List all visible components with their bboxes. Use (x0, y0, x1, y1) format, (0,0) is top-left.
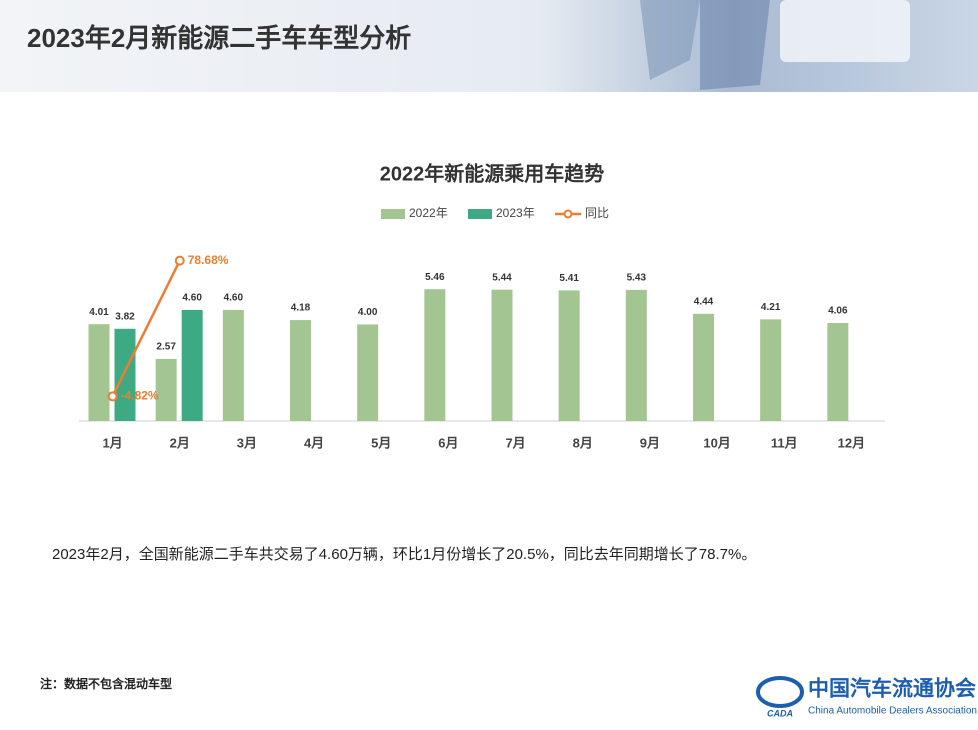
data-label: 3.82 (115, 311, 135, 322)
line (111, 260, 181, 397)
body-text: 2023年2月，全国新能源二手车共交易了4.60万辆，环比1月份增长了20.5%… (52, 545, 756, 563)
data-label: 4.18 (291, 303, 311, 314)
note: 注：数据不包含混动车型 (40, 676, 172, 691)
bar (693, 313, 714, 421)
data-label: 4.21 (761, 302, 781, 313)
bar (181, 309, 203, 421)
data-label: 4.01 (89, 307, 109, 318)
x-tick-label: 5月 (371, 435, 391, 450)
line-marker (107, 391, 118, 402)
x-tick-label: 10月 (703, 435, 730, 450)
legend-swatch (468, 209, 492, 219)
data-label: 5.46 (425, 272, 445, 283)
data-label: -4.82% (121, 389, 159, 403)
x-tick-label: 8月 (573, 435, 593, 450)
data-label: 4.06 (828, 306, 848, 317)
bar (357, 324, 379, 421)
page-title: 2023年2月新能源二手车车型分析 (27, 23, 411, 53)
x-tick-label: 1月 (102, 435, 122, 450)
logo-name-en: China Automobile Dealers Association (808, 706, 977, 717)
bar (625, 289, 647, 421)
logo-mark: CADA (767, 708, 793, 718)
x-tick-label: 3月 (237, 435, 257, 450)
x-tick-label: 4月 (304, 435, 324, 450)
bar (558, 290, 580, 421)
bar (222, 309, 244, 421)
legend-label: 2023年 (496, 206, 535, 220)
data-label: 2.57 (156, 342, 176, 353)
legend-label: 同比 (585, 206, 609, 220)
bar (424, 289, 446, 421)
x-tick-label: 2月 (170, 435, 190, 450)
bar (88, 324, 110, 421)
bar (760, 319, 782, 421)
header-decor (640, 0, 700, 80)
x-tick-label: 6月 (438, 435, 458, 450)
x-tick-label: 11月 (771, 435, 798, 450)
x-tick-label: 9月 (640, 435, 660, 450)
data-label: 78.68% (188, 253, 229, 267)
legend-label: 2022年 (409, 206, 448, 220)
line-marker (174, 255, 185, 266)
x-tick-label: 12月 (838, 435, 865, 450)
data-label: 5.43 (627, 273, 647, 284)
bar (114, 328, 136, 421)
data-label: 5.41 (559, 273, 579, 284)
bar (290, 320, 311, 421)
chart-title: 2022年新能源乘用车趋势 (380, 161, 605, 185)
x-tick-label: 7月 (505, 435, 525, 450)
header-decor (780, 0, 910, 62)
data-label: 4.60 (182, 293, 202, 304)
legend-marker (563, 209, 573, 219)
logo-icon (756, 676, 804, 708)
logo-name: 中国汽车流通协会 (808, 676, 976, 701)
data-label: 4.00 (358, 307, 378, 318)
bar (155, 358, 177, 421)
legend-swatch (381, 209, 405, 219)
data-label: 4.60 (224, 293, 244, 304)
bar (827, 322, 849, 421)
header-decor (700, 0, 770, 90)
data-label: 5.44 (492, 272, 512, 283)
bar (491, 289, 513, 421)
data-label: 4.44 (694, 296, 714, 307)
